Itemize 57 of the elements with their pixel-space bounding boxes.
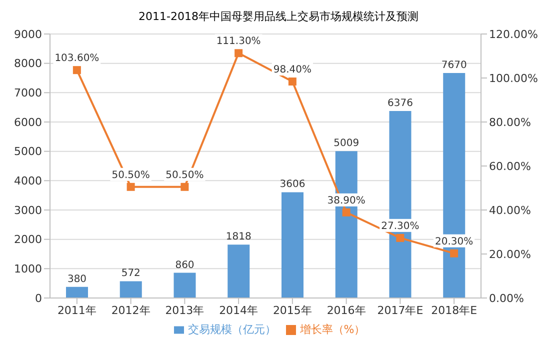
bar [174, 272, 196, 298]
data-label: 860 [175, 260, 194, 271]
point [396, 234, 404, 242]
chart-title: 2011-2018年中国母婴用品线上交易市场规模统计及预测 [138, 9, 420, 25]
y2-tick-label: 20.00% [489, 248, 531, 261]
y2-tick-label: 40.00% [489, 204, 531, 217]
point [234, 49, 243, 58]
legend-label: 交易规模（亿元） [188, 323, 276, 336]
y2-tick-label: 120.00% [489, 28, 538, 41]
data-label: 50.50% [112, 170, 150, 181]
point [288, 78, 296, 86]
data-label: 50.50% [166, 170, 204, 181]
bar [120, 281, 142, 298]
data-label: 111.30% [216, 36, 261, 48]
data-label: 380 [67, 274, 87, 285]
y-tick-label: 1000 [14, 262, 42, 276]
y-tick-label: 7000 [14, 86, 42, 100]
point [180, 182, 189, 191]
x-tick-label: 2016年 [326, 304, 366, 317]
bar [228, 244, 250, 298]
y-tick-label: 8000 [14, 57, 42, 70]
point [126, 182, 135, 191]
bar [282, 192, 304, 298]
data-label: 7670 [441, 60, 467, 72]
x-tick-label: 2015年 [272, 304, 312, 317]
bar [66, 286, 88, 298]
data-label: 6376 [388, 98, 413, 109]
x-tick-label: 2011年 [57, 304, 96, 317]
x-tick-label: 2014年 [219, 304, 258, 317]
x-tick-label: 2017年E [377, 304, 424, 317]
point [72, 66, 81, 74]
x-tick-label: 2018年E [431, 304, 478, 317]
y-tick-label: 0 [35, 292, 42, 305]
y-tick-label: 3000 [14, 204, 42, 217]
data-label: 20.30% [434, 236, 474, 248]
x-tick-label: 2013年 [165, 304, 204, 317]
data-label: 1818 [226, 232, 252, 243]
y2-tick-label: 60.00% [489, 160, 531, 173]
data-label: 572 [121, 268, 140, 280]
y-tick-label: 4000 [14, 174, 42, 188]
y-tick-label: 6000 [14, 116, 42, 129]
data-label: 5009 [334, 138, 360, 150]
data-label: 3606 [280, 179, 306, 190]
y-tick-label: 2000 [14, 233, 42, 246]
data-label: 27.30% [381, 220, 420, 232]
point [450, 249, 458, 258]
point [342, 208, 350, 216]
x-tick-label: 2012年 [111, 304, 150, 317]
y-tick-label: 9000 [14, 28, 42, 41]
y-tick-label: 5000 [14, 145, 42, 158]
legend-label: 增长率（%） [300, 323, 366, 336]
y2-tick-label: 80.00% [489, 116, 531, 129]
y2-tick-label: 0.00% [489, 292, 524, 305]
data-label: 103.60% [54, 53, 100, 64]
data-label: 38.90% [327, 195, 366, 206]
data-label: 98.40% [273, 64, 312, 76]
y2-tick-label: 100.00% [489, 72, 538, 85]
